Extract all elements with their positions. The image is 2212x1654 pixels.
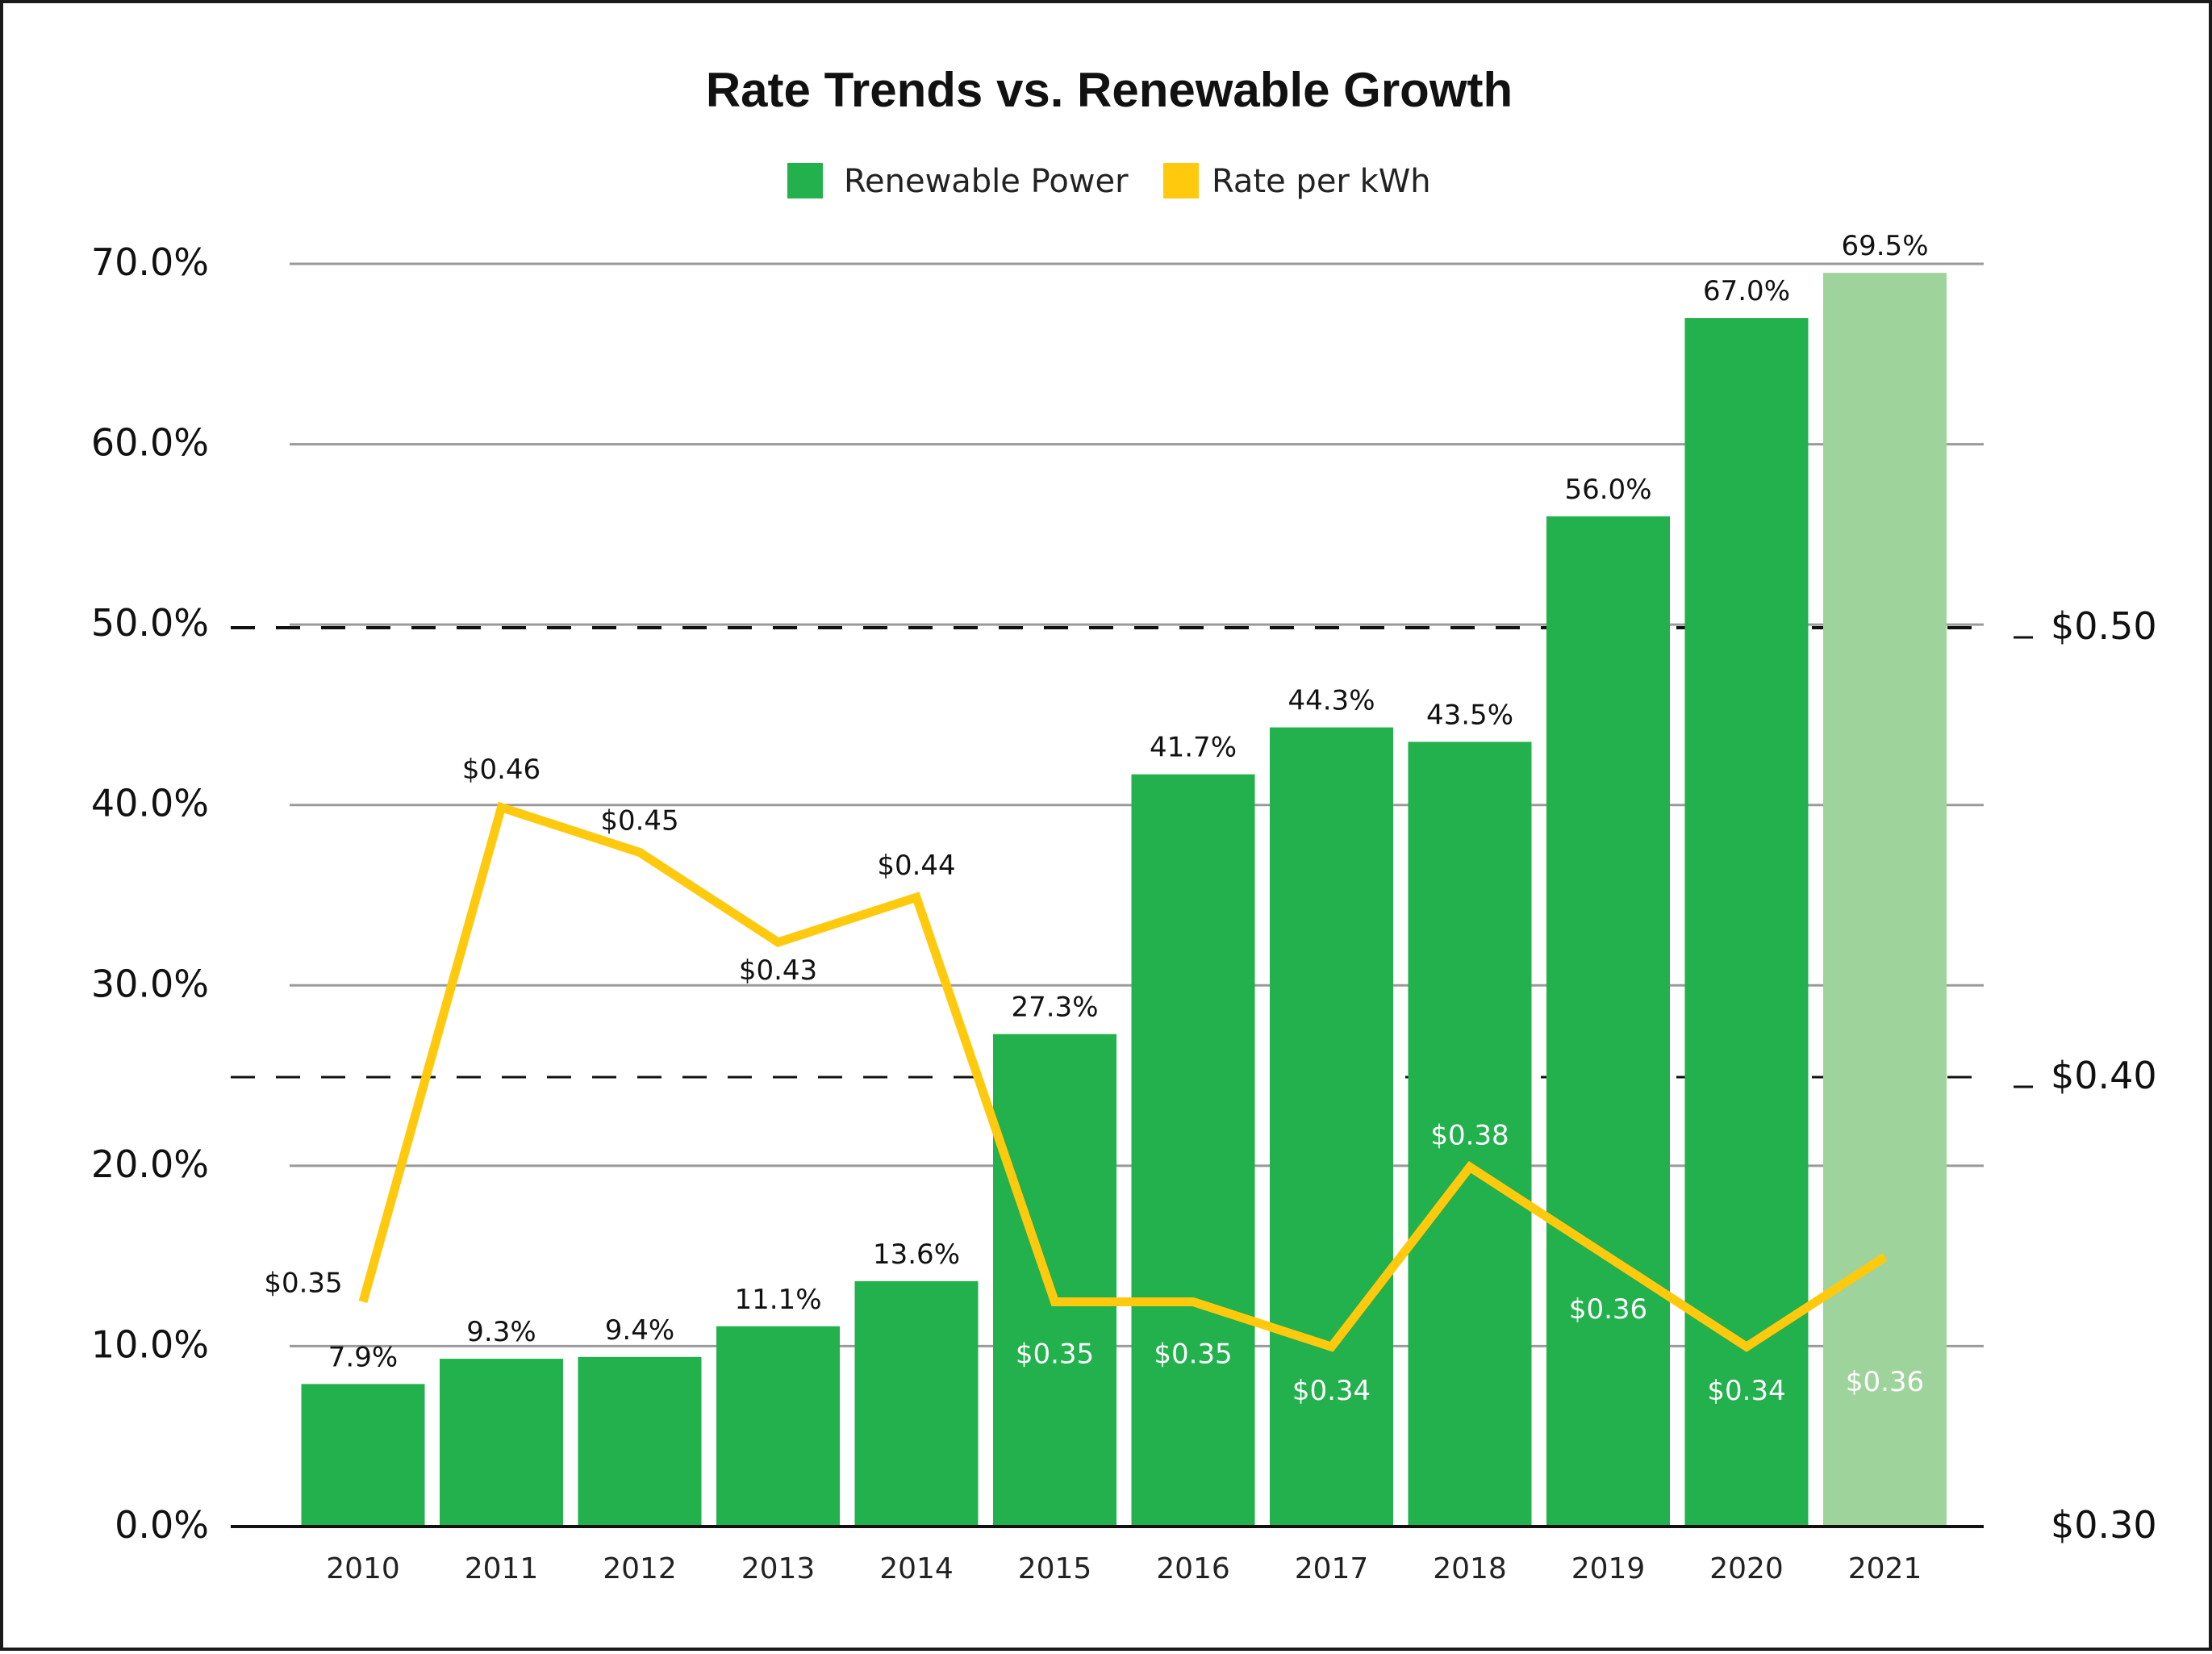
rate-value-label: $0.35 <box>264 1268 342 1300</box>
left-axis-tick-label: 50.0% <box>91 601 209 645</box>
left-axis-tick-label: 30.0% <box>91 962 209 1005</box>
bar-renewable-2016 <box>1131 774 1255 1527</box>
bar-value-label: 44.3% <box>1288 685 1375 717</box>
legend-swatch-renewable <box>787 163 823 198</box>
right-axis-tick-label: $0.30 <box>2051 1503 2157 1547</box>
bar-renewable-2021 <box>1823 273 1947 1527</box>
x-axis-ticks: 2010 2011 2012 2013 2014 2015 2016 2017 2018 2019… <box>326 1552 1922 1585</box>
bar-renewable-2019 <box>1546 516 1670 1527</box>
bar-renewable-2013 <box>716 1326 840 1527</box>
rate-value-labels: $0.35 $0.46 $0.45 $0.43 $0.44 $0.35 $0.35 $0.34… <box>264 754 1924 1407</box>
combo-chart: Rate Trends vs. Renewable Growth Renewab… <box>91 63 2157 1585</box>
x-axis-tick-label: 2019 <box>1571 1552 1646 1585</box>
x-axis-tick-label: 2021 <box>1848 1552 1922 1585</box>
bar-renewable-2018 <box>1408 741 1532 1527</box>
left-axis-tick-label: 70.0% <box>91 240 209 284</box>
x-axis-tick-label: 2015 <box>1018 1552 1092 1585</box>
rate-line-series <box>358 801 1888 1352</box>
bar-value-label: 41.7% <box>1150 732 1237 764</box>
rate-value-label: $0.38 <box>1430 1119 1509 1151</box>
bar-value-label: 56.0% <box>1564 474 1651 506</box>
rate-value-label: $0.44 <box>877 850 955 882</box>
bar-value-labels: 7.9% 9.3% 9.4% 11.1% 13.6% 27.3% 41.7% 44.3% 43.… <box>328 230 1929 1373</box>
x-axis-tick-label: 2010 <box>326 1552 400 1585</box>
left-axis-tick-label: 10.0% <box>91 1322 209 1366</box>
bar-renewable-2010 <box>301 1384 425 1527</box>
bar-series <box>301 273 1947 1527</box>
chart-title: Rate Trends vs. Renewable Growth <box>706 63 1513 117</box>
right-axis-tick-label: $0.50 <box>2051 604 2157 648</box>
bar-value-label: 9.4% <box>605 1314 674 1347</box>
x-axis-tick-label: 2012 <box>603 1552 677 1585</box>
bar-value-label: 67.0% <box>1703 275 1790 307</box>
bar-renewable-2017 <box>1270 727 1393 1527</box>
legend-label-renewable: Renewable Power <box>844 163 1129 200</box>
x-axis-tick-label: 2014 <box>879 1552 954 1585</box>
bar-value-label: 9.3% <box>466 1316 536 1348</box>
rate-line <box>358 801 1888 1352</box>
left-axis-tick-label: 40.0% <box>91 782 209 825</box>
x-axis-tick-label: 2018 <box>1433 1552 1507 1585</box>
x-axis-tick-label: 2020 <box>1709 1552 1784 1585</box>
bar-value-label: 27.3% <box>1011 992 1098 1024</box>
rate-value-label: $0.45 <box>600 805 678 837</box>
bar-value-label: 7.9% <box>328 1341 398 1373</box>
bar-value-label: 43.5% <box>1426 699 1513 731</box>
rate-value-label: $0.43 <box>739 954 817 987</box>
right-axis-tick-label: $0.40 <box>2051 1054 2157 1097</box>
bar-renewable-2012 <box>578 1356 702 1527</box>
bar-value-label: 69.5% <box>1841 230 1928 262</box>
rate-value-label: $0.34 <box>1707 1375 1785 1407</box>
legend: Renewable Power Rate per kWh <box>787 163 1431 200</box>
bar-value-label: 13.6% <box>873 1238 960 1271</box>
rate-value-label: $0.35 <box>1154 1339 1232 1371</box>
rate-value-label: $0.36 <box>1846 1366 1924 1398</box>
rate-value-label: $0.36 <box>1569 1293 1647 1326</box>
bar-renewable-2015 <box>993 1034 1116 1527</box>
bar-renewable-2011 <box>440 1359 563 1527</box>
left-axis-tick-label: 0.0% <box>115 1503 209 1547</box>
left-axis-tick-label: 60.0% <box>91 421 209 465</box>
left-axis: 0.0% 10.0% 20.0% 30.0% 40.0% 50.0% 60.0% 70.0% <box>91 240 209 1547</box>
x-axis-tick-label: 2013 <box>741 1552 816 1585</box>
bar-renewable-2014 <box>854 1280 979 1527</box>
x-axis-tick-label: 2016 <box>1156 1552 1230 1585</box>
rate-value-label: $0.46 <box>462 754 540 786</box>
x-axis-tick-label: 2017 <box>1295 1552 1369 1585</box>
rate-value-label: $0.35 <box>1016 1339 1094 1371</box>
legend-label-rate: Rate per kWh <box>1212 163 1431 200</box>
legend-swatch-rate <box>1163 163 1199 198</box>
left-axis-tick-label: 20.0% <box>91 1142 209 1186</box>
rate-value-label: $0.34 <box>1292 1375 1371 1407</box>
right-axis: $0.30 $0.40 $0.50 <box>2014 604 2157 1547</box>
x-axis-tick-label: 2011 <box>465 1552 539 1585</box>
bar-value-label: 11.1% <box>734 1284 821 1316</box>
